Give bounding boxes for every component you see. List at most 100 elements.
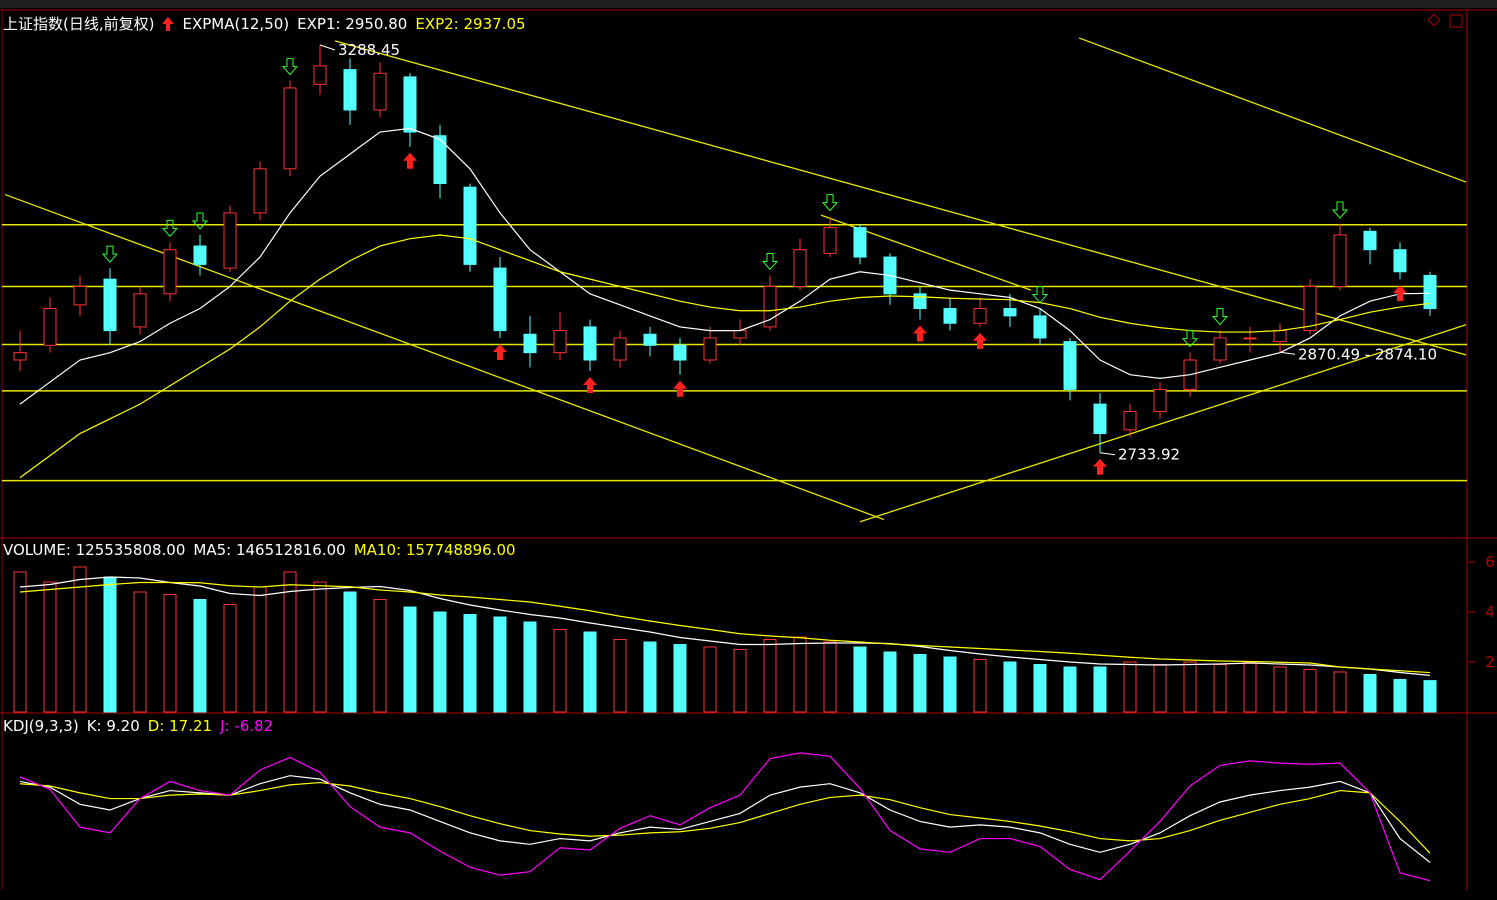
buy-signal xyxy=(583,377,597,394)
line-series xyxy=(19,581,1431,674)
legend-item: J: -6.82 xyxy=(220,717,274,735)
candle-body xyxy=(1423,274,1437,310)
candle-body xyxy=(343,69,357,111)
y-tick-label: 2 xyxy=(1485,653,1495,671)
volume-bar xyxy=(433,611,447,713)
candle-body xyxy=(553,330,567,354)
indicator: EXPMA(12,50) xyxy=(182,14,290,33)
candle-body xyxy=(943,308,957,324)
volume-bar xyxy=(313,581,327,713)
candle-body xyxy=(1153,388,1167,412)
volume-bar xyxy=(613,639,627,713)
candle-body xyxy=(283,87,297,170)
sell-signal xyxy=(821,194,839,212)
volume-bar xyxy=(463,614,477,713)
icon xyxy=(1449,14,1463,28)
candle-body xyxy=(763,285,777,328)
volume-bar xyxy=(73,566,87,713)
legend-item: D: 17.21 xyxy=(147,717,213,735)
legend-item: EXP2: 2937.05 xyxy=(415,14,526,33)
volume-bar xyxy=(733,649,747,713)
line-series xyxy=(19,752,1431,882)
kdj-header: KDJ(9,3,3) K: 9.20 D: 17.21 J: -6.82 xyxy=(3,717,273,735)
sell-signal xyxy=(1211,308,1229,326)
candle-body xyxy=(133,293,147,328)
volume-bar xyxy=(1183,661,1197,713)
candle-body xyxy=(1333,234,1347,287)
buy-signal xyxy=(493,343,507,360)
candle-body xyxy=(1363,230,1377,251)
toolbar-strip xyxy=(0,0,1497,8)
candle-body xyxy=(73,285,87,306)
candle-body xyxy=(13,352,27,361)
sell-signal xyxy=(1181,330,1199,348)
volume-bar xyxy=(1063,666,1077,713)
trend-line xyxy=(4,193,885,521)
line-series xyxy=(19,127,1431,405)
y-tick-label: 4 xyxy=(1485,603,1495,621)
annotation-pointer xyxy=(1279,351,1296,355)
candle-body xyxy=(523,333,537,354)
volume-bar xyxy=(943,656,957,713)
volume-bar xyxy=(283,571,297,713)
icon xyxy=(1427,13,1441,27)
candle-body xyxy=(433,135,447,185)
volume-bar xyxy=(793,636,807,713)
volume-bar xyxy=(493,616,507,713)
volume-bar xyxy=(883,651,897,713)
candle-body xyxy=(313,65,327,85)
volume-bar xyxy=(1273,666,1287,713)
candle-body xyxy=(1273,330,1287,343)
legend-item: K: 9.20 xyxy=(86,717,140,735)
candle-body xyxy=(793,249,807,287)
sell-signal xyxy=(1331,201,1349,219)
candle-body xyxy=(193,245,207,265)
line-series xyxy=(19,775,1431,863)
arrow-icon xyxy=(162,16,175,31)
candle-body xyxy=(583,326,597,361)
volume-bar xyxy=(43,581,57,713)
candle-body xyxy=(163,249,177,295)
volume-header: VOLUME: 125535808.00 MA5: 146512816.00 M… xyxy=(3,541,516,559)
candle-body xyxy=(613,337,627,361)
volume-label: VOLUME: 125535808.00 xyxy=(3,541,186,559)
buy-signal xyxy=(403,152,417,169)
volume-bar xyxy=(1213,664,1227,713)
annotation-label: 2870.49 - 2874.10 xyxy=(1298,345,1437,363)
volume-bar xyxy=(523,621,537,713)
volume-bar xyxy=(163,594,177,713)
volume-bar xyxy=(913,654,927,713)
candle-body xyxy=(403,76,417,133)
candle-body xyxy=(1033,315,1047,339)
buy-signal xyxy=(673,380,687,397)
sell-signal xyxy=(1031,286,1049,304)
candle-body xyxy=(703,337,717,361)
main-header: 上证指数(日线,前复权) EXPMA(12,50) EXP1: 2950.80 … xyxy=(3,13,526,34)
y-tick-label: 6 xyxy=(1485,553,1495,571)
volume-bar xyxy=(1243,661,1257,713)
volume-bar xyxy=(403,606,417,713)
volume-bar xyxy=(763,639,777,713)
volume-bar xyxy=(853,646,867,713)
trend-line xyxy=(859,324,1467,523)
volume-bar xyxy=(193,599,207,713)
volume-bar xyxy=(343,591,357,713)
candle-body xyxy=(463,186,477,265)
sell-signal xyxy=(281,58,299,76)
volume-bar xyxy=(223,604,237,713)
legend-item: EXP1: 2950.80 xyxy=(297,14,408,33)
candle-body xyxy=(1123,410,1137,431)
candle-body xyxy=(493,267,507,332)
volume-bar xyxy=(703,646,717,713)
volume-bar xyxy=(1423,680,1437,713)
candle-body xyxy=(373,72,387,111)
volume-bar xyxy=(673,644,687,713)
buy-signal xyxy=(1393,285,1407,302)
buy-signal xyxy=(913,325,927,342)
title: KDJ(9,3,3) xyxy=(3,717,79,735)
annotation-pointer xyxy=(1099,452,1116,456)
line-series xyxy=(19,576,1431,676)
